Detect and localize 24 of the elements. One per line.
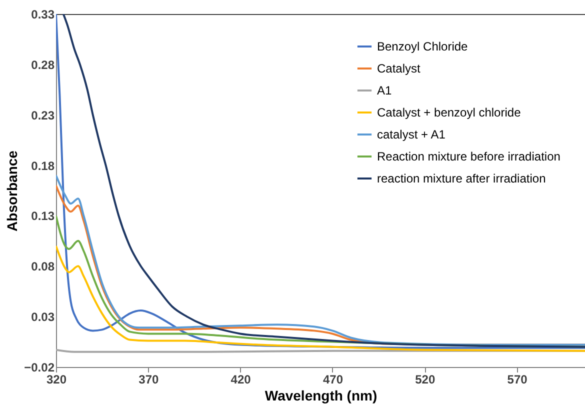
x-tick-label: 370 bbox=[138, 372, 159, 386]
x-tick-label: 320 bbox=[46, 372, 67, 386]
legend-label: Benzoyl Chloride bbox=[377, 40, 468, 54]
y-tick-label: 0.28 bbox=[31, 58, 55, 72]
x-tick-label: 420 bbox=[230, 372, 252, 386]
legend-label: reaction mixture after irradiation bbox=[377, 172, 546, 186]
y-tick-label: 0.23 bbox=[31, 108, 55, 122]
y-tick-label: −0.02 bbox=[24, 360, 55, 374]
line-series bbox=[56, 244, 585, 352]
legend-label: catalyst + A1 bbox=[377, 128, 446, 142]
legend-label: Catalyst bbox=[377, 62, 422, 76]
legend-label: Reaction mixture before irradiation bbox=[377, 150, 560, 164]
y-tick-label: 0.08 bbox=[31, 260, 55, 274]
y-axis-title: Absorbance bbox=[4, 150, 20, 232]
y-tick-label: 0.18 bbox=[31, 158, 55, 173]
x-tick-label: 570 bbox=[507, 372, 528, 386]
y-tick-label: 0.13 bbox=[31, 209, 55, 224]
y-tick-label: 0.33 bbox=[31, 8, 55, 22]
y-tick-label: 0.03 bbox=[31, 310, 55, 324]
x-tick-label: 520 bbox=[415, 372, 436, 386]
x-tick-label: 470 bbox=[322, 372, 344, 386]
legend-label: A1 bbox=[377, 84, 392, 98]
legend-label: Catalyst + benzoyl chloride bbox=[377, 106, 522, 120]
x-axis-title: Wavelength (nm) bbox=[264, 388, 378, 404]
